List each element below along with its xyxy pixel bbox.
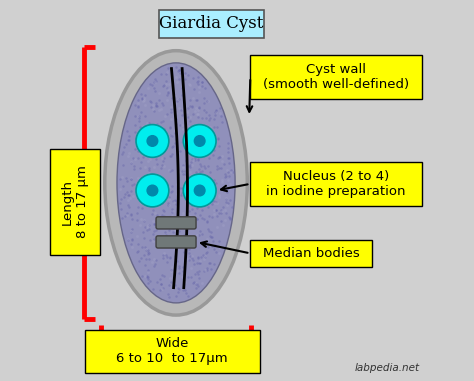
- Point: [135, 258, 143, 264]
- Point: [145, 248, 152, 255]
- Point: [158, 180, 166, 186]
- Point: [181, 76, 189, 82]
- Point: [224, 149, 232, 155]
- Text: Nucleus (2 to 4)
in iodine preparation: Nucleus (2 to 4) in iodine preparation: [266, 170, 406, 198]
- Point: [123, 128, 130, 134]
- Point: [131, 146, 139, 152]
- Point: [201, 85, 209, 91]
- Point: [133, 217, 141, 223]
- Point: [168, 189, 175, 195]
- Point: [182, 195, 190, 201]
- Point: [149, 238, 156, 244]
- Point: [156, 216, 164, 222]
- Point: [226, 185, 234, 191]
- Text: Median bodies: Median bodies: [263, 247, 360, 260]
- Point: [150, 180, 157, 186]
- Point: [224, 145, 231, 151]
- Point: [205, 228, 213, 234]
- Point: [128, 176, 135, 182]
- Point: [212, 249, 220, 255]
- Point: [222, 173, 230, 179]
- Point: [229, 170, 237, 176]
- Point: [194, 111, 201, 117]
- Point: [155, 146, 163, 152]
- Point: [173, 268, 181, 274]
- Point: [175, 228, 183, 234]
- Point: [167, 267, 174, 273]
- Point: [203, 218, 211, 224]
- Point: [161, 138, 168, 144]
- Point: [205, 213, 213, 219]
- Point: [187, 114, 194, 120]
- Point: [225, 215, 233, 221]
- Point: [209, 136, 216, 142]
- Point: [146, 278, 154, 284]
- Point: [194, 283, 201, 289]
- Point: [152, 100, 160, 106]
- Point: [161, 229, 169, 235]
- Point: [164, 92, 171, 98]
- Point: [165, 294, 173, 300]
- Point: [141, 97, 148, 103]
- Point: [207, 266, 214, 272]
- Point: [149, 183, 157, 189]
- Point: [175, 219, 182, 225]
- Point: [225, 169, 232, 175]
- Point: [204, 124, 212, 130]
- Point: [172, 116, 180, 122]
- Point: [218, 208, 226, 214]
- Point: [170, 267, 177, 273]
- Point: [182, 287, 189, 293]
- Point: [121, 213, 129, 219]
- Point: [117, 196, 125, 202]
- Point: [123, 178, 130, 184]
- Point: [193, 184, 201, 190]
- Point: [174, 96, 182, 102]
- Point: [168, 264, 175, 270]
- Point: [193, 232, 201, 238]
- Point: [217, 207, 225, 213]
- Point: [164, 89, 172, 95]
- Point: [207, 192, 214, 199]
- Point: [167, 255, 174, 261]
- Point: [128, 237, 136, 243]
- Point: [196, 104, 203, 110]
- Point: [190, 157, 197, 163]
- Point: [168, 188, 175, 194]
- Point: [139, 98, 147, 104]
- Point: [154, 121, 161, 127]
- Point: [161, 197, 168, 203]
- Point: [173, 181, 181, 187]
- Point: [214, 135, 222, 141]
- Point: [125, 133, 133, 139]
- Point: [215, 155, 222, 161]
- Point: [172, 93, 179, 99]
- Point: [142, 256, 150, 262]
- Point: [214, 136, 222, 142]
- Point: [217, 113, 224, 119]
- Point: [190, 199, 198, 205]
- Point: [197, 260, 204, 266]
- Point: [185, 134, 192, 140]
- Point: [215, 143, 223, 149]
- Point: [227, 216, 234, 222]
- Point: [177, 192, 184, 199]
- Point: [194, 173, 202, 179]
- Point: [186, 168, 194, 174]
- Point: [203, 175, 211, 181]
- Point: [159, 101, 167, 107]
- Point: [135, 189, 142, 195]
- Point: [201, 185, 209, 191]
- Text: Giardia Cyst: Giardia Cyst: [159, 15, 264, 32]
- Point: [190, 75, 197, 82]
- Point: [203, 249, 210, 255]
- Point: [176, 185, 183, 191]
- Point: [183, 159, 191, 165]
- Text: Cyst wall
(smooth well-defined): Cyst wall (smooth well-defined): [263, 63, 409, 91]
- Point: [120, 194, 128, 200]
- Point: [222, 186, 229, 192]
- Point: [194, 74, 201, 80]
- Point: [163, 85, 170, 91]
- Point: [144, 276, 151, 282]
- Point: [175, 263, 182, 269]
